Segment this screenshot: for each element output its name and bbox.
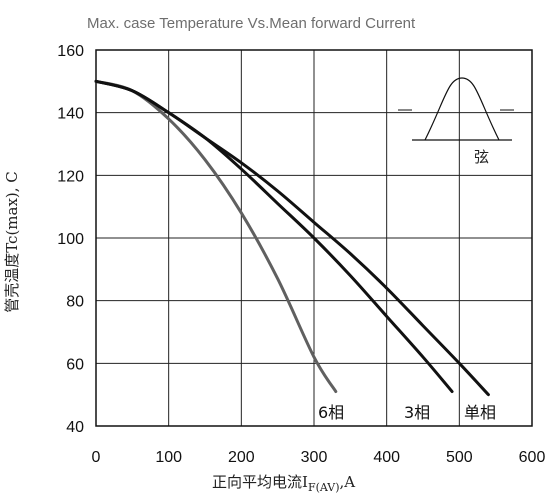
y-tick-label-60: 60: [66, 356, 84, 373]
x-tick-label-400: 400: [373, 449, 400, 466]
x-axis-label-subscript: F(AV): [308, 481, 340, 494]
chart-title: Max. case Temperature Vs.Mean forward Cu…: [87, 15, 416, 32]
x-axis-label: 正向平均电流IF(AV),A: [212, 473, 355, 494]
series-line-3-phase: [94, 79, 454, 394]
inset-sine-half-wave: [424, 77, 500, 141]
inset-label: 弦: [474, 148, 489, 166]
series-label-6-phase: 6相: [318, 403, 344, 422]
y-axis-label: 管壳温度Tc(max), C: [3, 171, 21, 313]
plot-frame: [95, 49, 533, 427]
x-axis-label-unit: ,A: [340, 473, 356, 491]
y-tick-label-140: 140: [57, 106, 84, 123]
x-tick-label-200: 200: [228, 449, 255, 466]
y-tick-label-160: 160: [57, 43, 84, 60]
x-tick-label-500: 500: [446, 449, 473, 466]
y-tick-label-40: 40: [66, 419, 84, 436]
x-axis-label-main: 正向平均电流I: [212, 473, 308, 491]
series-lines: [94, 79, 490, 397]
series-line-6-phase: [94, 79, 338, 394]
x-tick-label-300: 300: [301, 449, 328, 466]
grid: [95, 49, 533, 427]
series-line-single-phase: [94, 79, 490, 397]
sine-wave-inset: 弦: [398, 77, 514, 166]
y-tick-label-80: 80: [66, 294, 84, 311]
series-label-single-phase: 单相: [464, 403, 496, 422]
y-tick-label-120: 120: [57, 168, 84, 185]
x-tick-label-0: 0: [92, 449, 101, 466]
x-tick-label-600: 600: [519, 449, 546, 466]
y-tick-label-100: 100: [57, 231, 84, 248]
x-tick-labels: 0 100 200 300 400 500 600: [92, 449, 546, 466]
x-tick-label-100: 100: [155, 449, 182, 466]
y-tick-labels: 40 60 80 100 120 140 160: [57, 43, 84, 436]
series-label-3-phase: 3相: [404, 403, 430, 422]
